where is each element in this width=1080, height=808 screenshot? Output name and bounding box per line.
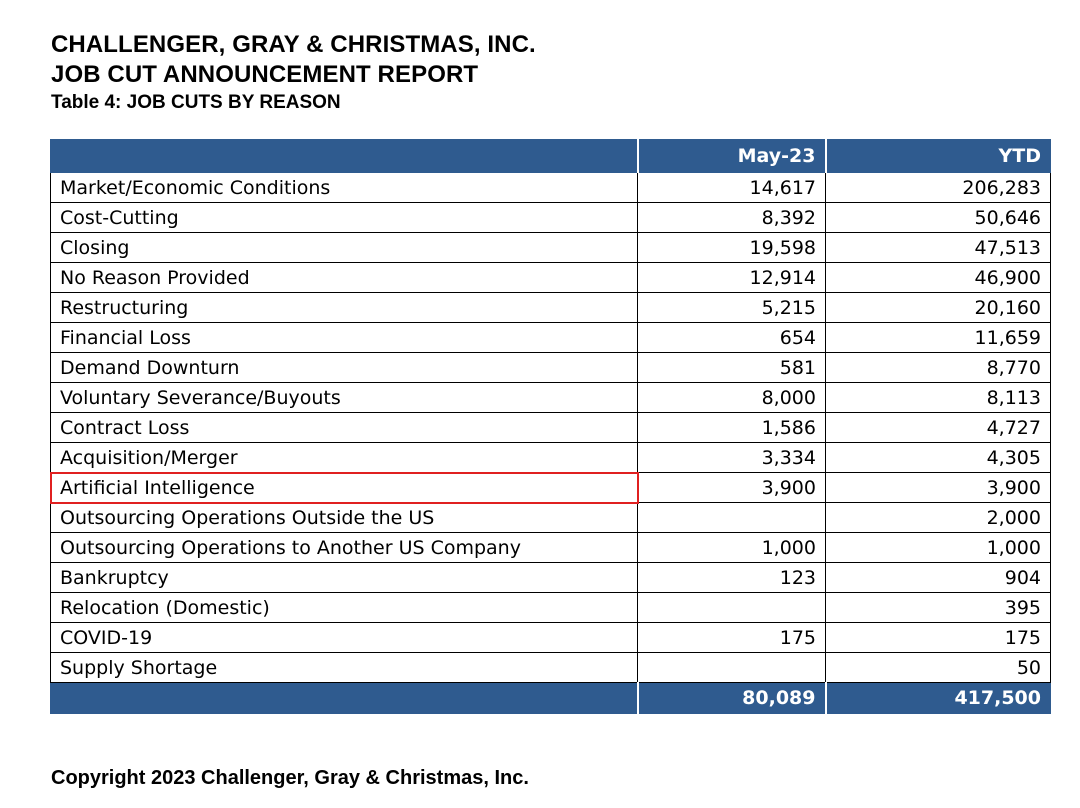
- table-row: Cost-Cutting 8,392 50,646: [50, 202, 1051, 233]
- row-reason: Relocation (Domestic): [50, 592, 638, 623]
- row-month-value: 19,598: [637, 232, 826, 263]
- report-title: JOB CUT ANNOUNCEMENT REPORT: [51, 61, 479, 88]
- row-ytd-value: 8,113: [825, 382, 1051, 413]
- row-month-value: 175: [637, 622, 826, 653]
- row-month-value: 1,000: [637, 532, 826, 563]
- table-title: Table 4: JOB CUTS BY REASON: [51, 92, 341, 113]
- table-row: COVID-19 175 175: [50, 622, 1051, 653]
- row-ytd-value: 1,000: [825, 532, 1051, 563]
- row-month-value: 1,586: [637, 412, 826, 443]
- job-cuts-table: May-23 YTD Market/Economic Conditions 14,…: [50, 139, 1051, 714]
- table-row: Acquisition/Merger 3,334 4,305: [50, 442, 1051, 473]
- row-month-value: 8,392: [637, 202, 826, 233]
- row-reason: Market/Economic Conditions: [50, 172, 638, 203]
- row-ytd-value: 50: [825, 652, 1051, 683]
- row-reason: No Reason Provided: [50, 262, 638, 293]
- totals-row: 80,089 417,500: [50, 682, 1051, 714]
- table-header-row: May-23 YTD: [50, 139, 1051, 173]
- table-row: Financial Loss 654 11,659: [50, 322, 1051, 353]
- row-reason: Bankruptcy: [50, 562, 638, 593]
- row-reason: Outsourcing Operations to Another US Com…: [50, 532, 638, 563]
- row-ytd-value: 11,659: [825, 322, 1051, 353]
- row-reason: Financial Loss: [50, 322, 638, 353]
- row-ytd-value: 175: [825, 622, 1051, 653]
- table-row: Contract Loss 1,586 4,727: [50, 412, 1051, 443]
- table-row: Closing 19,598 47,513: [50, 232, 1051, 263]
- row-ytd-value: 47,513: [825, 232, 1051, 263]
- row-reason: Demand Downturn: [50, 352, 638, 383]
- table-row: Voluntary Severance/Buyouts 8,000 8,113: [50, 382, 1051, 413]
- row-ytd-value: 20,160: [825, 292, 1051, 323]
- row-month-value: 8,000: [637, 382, 826, 413]
- row-reason: COVID-19: [50, 622, 638, 653]
- row-reason: Closing: [50, 232, 638, 263]
- row-ytd-value: 4,305: [825, 442, 1051, 473]
- table-row: Outsourcing Operations to Another US Com…: [50, 532, 1051, 563]
- row-month-value: 14,617: [637, 172, 826, 203]
- report-header: CHALLENGER, GRAY & CHRISTMAS, INC. JOB C…: [51, 30, 536, 115]
- row-ytd-value: 904: [825, 562, 1051, 593]
- row-ytd-value: 395: [825, 592, 1051, 623]
- header-ytd: YTD: [824, 139, 1051, 173]
- row-ytd-value: 8,770: [825, 352, 1051, 383]
- row-month-value: 581: [637, 352, 826, 383]
- totals-label: [50, 682, 638, 714]
- row-reason: Contract Loss: [50, 412, 638, 443]
- table-row: Supply Shortage 50: [50, 652, 1051, 683]
- row-ytd-value: 50,646: [825, 202, 1051, 233]
- totals-ytd: 417,500: [824, 682, 1051, 714]
- table-row: Restructuring 5,215 20,160: [50, 292, 1051, 323]
- row-reason: Voluntary Severance/Buyouts: [50, 382, 638, 413]
- table-row: Relocation (Domestic) 395: [50, 592, 1051, 623]
- row-reason: Supply Shortage: [50, 652, 638, 683]
- row-month-value: [637, 652, 826, 683]
- header-reason: [50, 139, 638, 173]
- row-ytd-value: 206,283: [825, 172, 1051, 203]
- row-month-value: [637, 502, 826, 533]
- row-month-value: 3,900: [637, 472, 826, 503]
- company-title: CHALLENGER, GRAY & CHRISTMAS, INC.: [51, 31, 536, 58]
- copyright-notice: Copyright 2023 Challenger, Gray & Christ…: [51, 767, 529, 789]
- row-ytd-value: 4,727: [825, 412, 1051, 443]
- row-reason: Artificial Intelligence: [50, 472, 638, 503]
- table-row: Outsourcing Operations Outside the US 2,0…: [50, 502, 1051, 533]
- row-month-value: 123: [637, 562, 826, 593]
- row-ytd-value: 3,900: [825, 472, 1051, 503]
- row-reason: Cost-Cutting: [50, 202, 638, 233]
- table-row: No Reason Provided 12,914 46,900: [50, 262, 1051, 293]
- row-month-value: 3,334: [637, 442, 826, 473]
- row-month-value: 12,914: [637, 262, 826, 293]
- header-month: May-23: [636, 139, 826, 173]
- table-row: Bankruptcy 123 904: [50, 562, 1051, 593]
- table-row: Demand Downturn 581 8,770: [50, 352, 1051, 383]
- row-reason: Restructuring: [50, 292, 638, 323]
- table-body: Market/Economic Conditions 14,617 206,283 C…: [50, 172, 1051, 683]
- row-ytd-value: 46,900: [825, 262, 1051, 293]
- row-reason: Acquisition/Merger: [50, 442, 638, 473]
- row-reason: Outsourcing Operations Outside the US: [50, 502, 638, 533]
- row-month-value: 5,215: [637, 292, 826, 323]
- table-row: Artificial Intelligence 3,900 3,900: [50, 472, 1051, 503]
- row-month-value: [637, 592, 826, 623]
- row-month-value: 654: [637, 322, 826, 353]
- row-ytd-value: 2,000: [825, 502, 1051, 533]
- table-row: Market/Economic Conditions 14,617 206,283: [50, 172, 1051, 203]
- totals-month: 80,089: [636, 682, 826, 714]
